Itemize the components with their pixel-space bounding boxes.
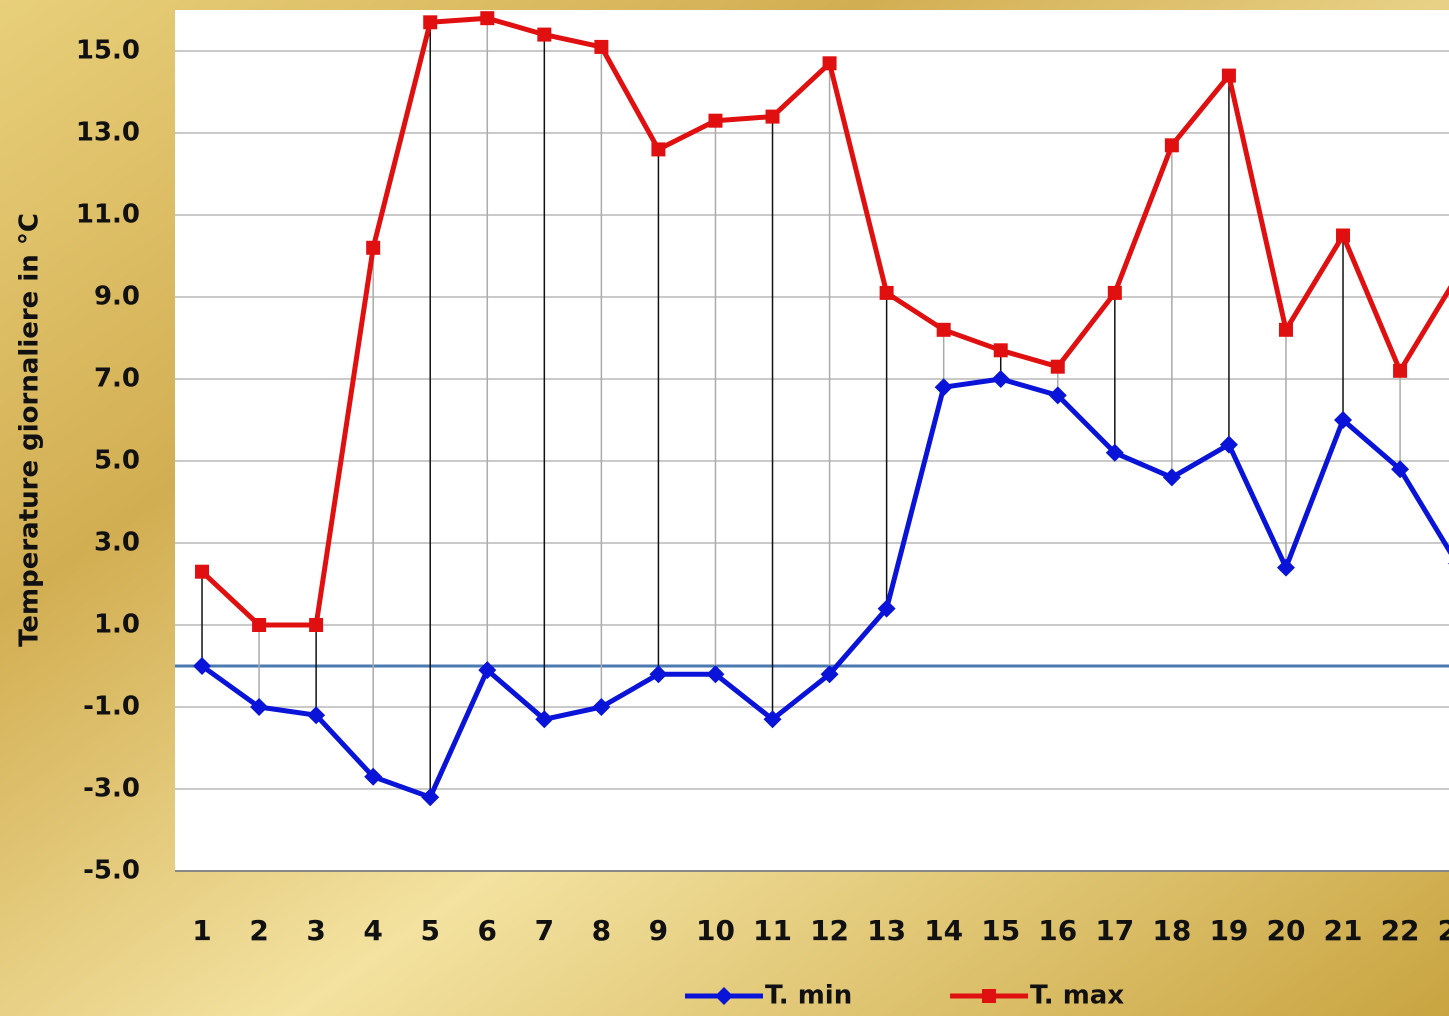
- x-tick-label: 6: [478, 914, 497, 947]
- point: [535, 710, 554, 729]
- point: [537, 27, 552, 42]
- point: [763, 710, 782, 729]
- legend-marker: [982, 989, 996, 1003]
- x-tick-label: 22: [1381, 914, 1420, 947]
- x-tick-label: 16: [1038, 914, 1077, 947]
- y-tick-label: -5.0: [83, 856, 140, 886]
- point: [765, 109, 780, 124]
- point: [421, 788, 440, 807]
- x-tick-label: 12: [810, 914, 849, 947]
- x-tick-label: 18: [1152, 914, 1191, 947]
- point: [193, 657, 212, 675]
- point: [252, 618, 267, 632]
- point: [934, 378, 953, 397]
- y-tick-label: 3.0: [94, 528, 140, 558]
- legend-label: T. max: [1030, 981, 1124, 1011]
- legend-label: T. min: [765, 981, 852, 1011]
- point: [993, 343, 1008, 358]
- y-tick-label: 15.0: [76, 36, 140, 66]
- x-tick-label: 2: [249, 914, 268, 947]
- point: [1048, 386, 1067, 405]
- x-tick-label: 1: [192, 914, 211, 947]
- point: [879, 285, 894, 300]
- point: [309, 618, 324, 632]
- x-tick-label: 9: [649, 914, 668, 947]
- x-tick-label: 14: [924, 914, 963, 947]
- point: [822, 56, 837, 71]
- x-tick-label: 21: [1324, 914, 1363, 947]
- point: [423, 15, 438, 30]
- point: [1219, 435, 1238, 454]
- x-tick-label: 19: [1209, 914, 1248, 947]
- y-tick-label: 5.0: [94, 446, 140, 476]
- point: [250, 698, 269, 716]
- point: [1334, 411, 1353, 429]
- point: [1107, 285, 1122, 300]
- point: [307, 706, 326, 725]
- point: [936, 322, 951, 337]
- x-tick-label: 20: [1266, 914, 1305, 947]
- x-tick-label: 23: [1438, 914, 1449, 947]
- point: [706, 665, 725, 684]
- point: [1336, 228, 1351, 243]
- point: [592, 698, 611, 716]
- plot-area: [175, 10, 1449, 871]
- point: [649, 665, 668, 684]
- y-tick-label: 9.0: [94, 282, 140, 312]
- x-tick-label: 4: [363, 914, 382, 947]
- point: [1276, 558, 1295, 577]
- point: [364, 767, 383, 786]
- y-axis-label: Temperature giornaliere in °C: [15, 213, 45, 647]
- y-tick-label: 13.0: [76, 118, 140, 148]
- point: [877, 599, 896, 618]
- point: [1105, 443, 1124, 462]
- point: [366, 240, 381, 255]
- point: [480, 11, 495, 26]
- point: [1164, 138, 1179, 153]
- x-tick-label: 7: [535, 914, 554, 947]
- x-tick-label: 3: [306, 914, 325, 947]
- y-tick-label: 7.0: [94, 364, 140, 394]
- point: [1221, 68, 1236, 83]
- point: [478, 661, 497, 680]
- point: [1278, 322, 1293, 337]
- y-tick-label: 11.0: [76, 200, 140, 230]
- point: [195, 564, 210, 579]
- x-tick-label: 5: [420, 914, 439, 947]
- point: [594, 39, 609, 54]
- point: [1050, 359, 1065, 374]
- legend-marker: [715, 987, 733, 1005]
- x-tick-label: 17: [1095, 914, 1134, 947]
- x-tick-label: 11: [753, 914, 792, 947]
- point: [1393, 363, 1408, 378]
- y-tick-label: -1.0: [83, 692, 140, 722]
- point: [651, 142, 666, 157]
- y-tick-label: -3.0: [83, 774, 140, 804]
- point: [820, 665, 839, 684]
- point: [1162, 468, 1181, 487]
- x-tick-label: 13: [867, 914, 906, 947]
- point: [708, 113, 723, 128]
- x-tick-label: 15: [981, 914, 1020, 947]
- x-tick-label: 8: [592, 914, 611, 947]
- point: [1391, 460, 1410, 479]
- y-tick-label: 1.0: [94, 610, 140, 640]
- point: [991, 370, 1010, 388]
- x-tick-label: 10: [696, 914, 735, 947]
